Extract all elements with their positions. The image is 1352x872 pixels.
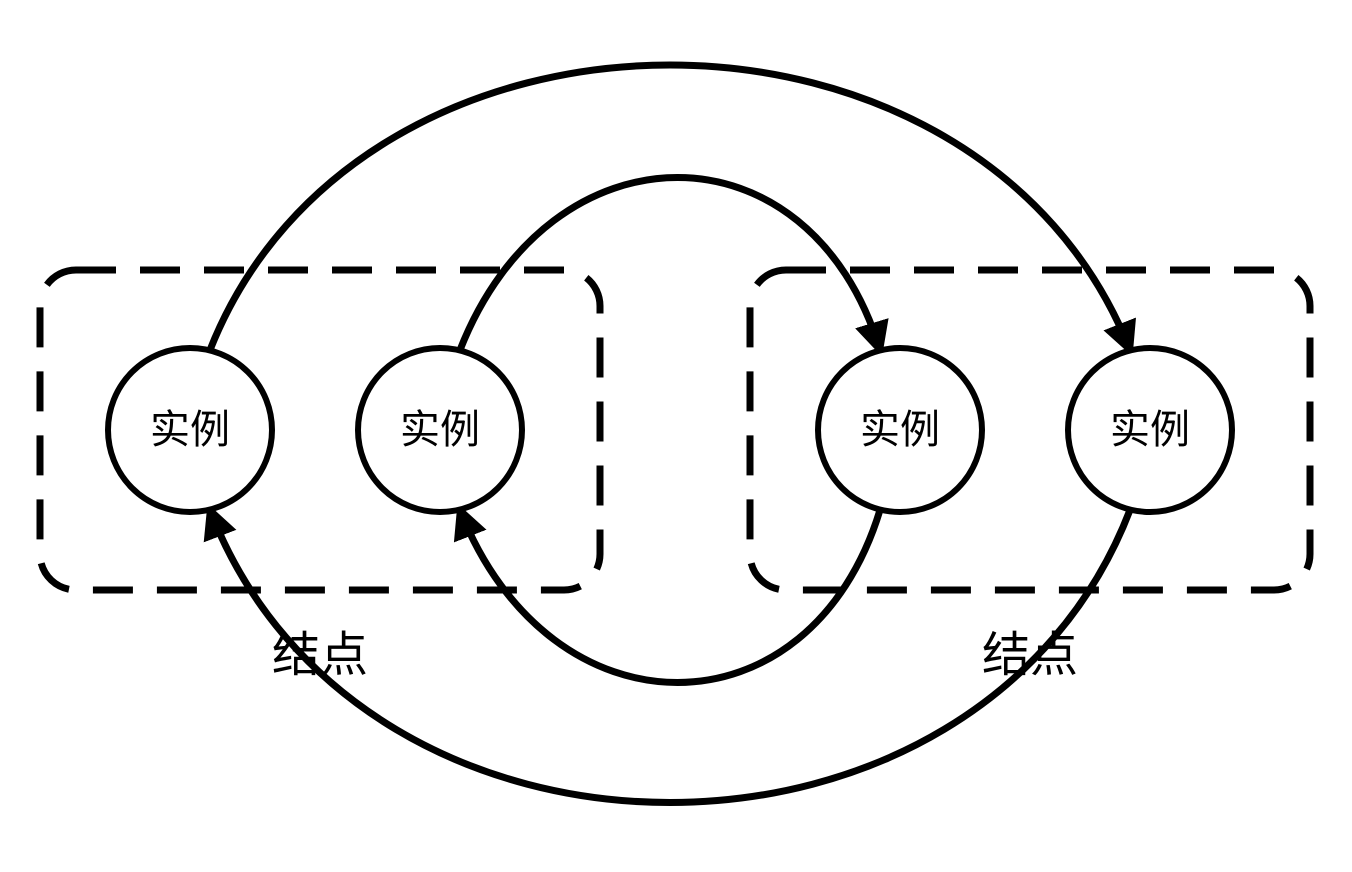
node-group-label-right: 结点 — [982, 629, 1078, 682]
instance-label-R2: 实例 — [1110, 407, 1190, 452]
node-group-label-left: 结点 — [272, 629, 368, 682]
instance-label-L2: 实例 — [400, 407, 480, 452]
edge-R1-L2 — [460, 510, 880, 683]
edge-L2-R1 — [460, 178, 880, 351]
edge-L1-R2 — [210, 65, 1130, 350]
instance-label-L1: 实例 — [150, 407, 230, 452]
instance-label-R1: 实例 — [860, 407, 940, 452]
